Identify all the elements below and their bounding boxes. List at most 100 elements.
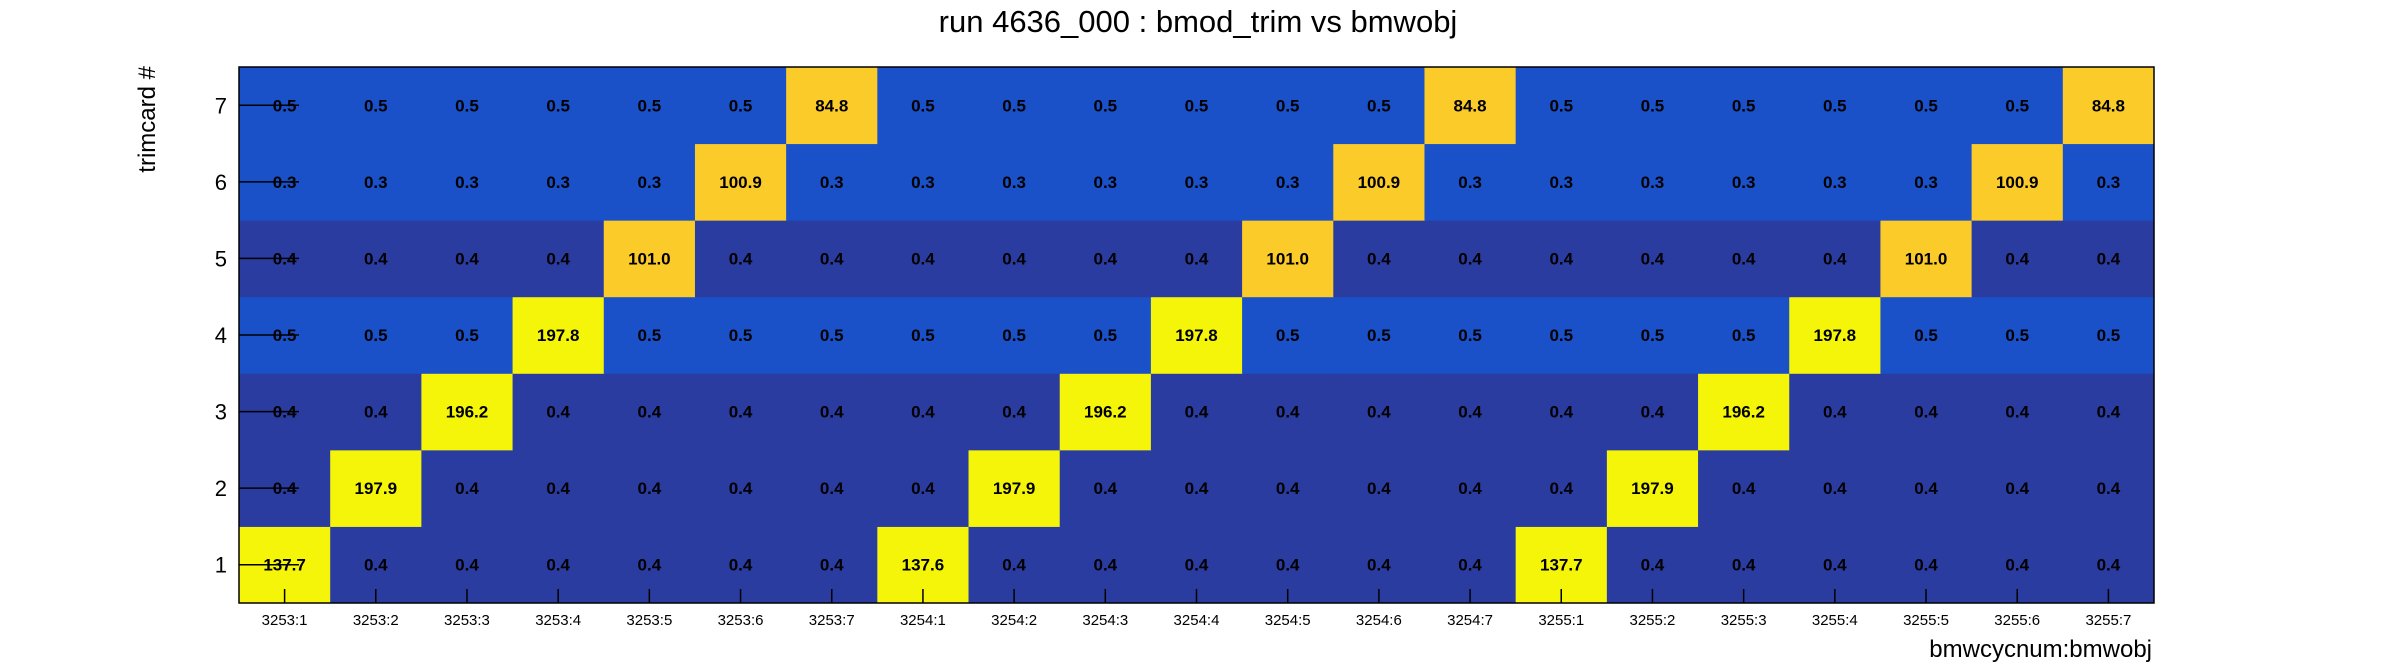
heatmap-cell xyxy=(1515,143,1608,221)
heatmap-cell xyxy=(968,296,1061,374)
cell-value-label: 0.4 xyxy=(2097,403,2121,422)
heatmap-cell xyxy=(2062,296,2155,374)
y-tick-label: 4 xyxy=(215,323,227,348)
cell-value-label: 0.4 xyxy=(1549,479,1573,498)
cell-value-label: 0.5 xyxy=(1549,326,1573,345)
cell-value-label: 0.4 xyxy=(1549,403,1573,422)
cell-value-label: 0.4 xyxy=(1093,556,1117,575)
cell-value-label: 0.4 xyxy=(2097,249,2121,268)
cell-value-label: 100.9 xyxy=(1358,173,1401,192)
heatmap-cell xyxy=(1971,143,2064,221)
heatmap-cell xyxy=(1880,296,1973,374)
cell-value-label: 0.5 xyxy=(1641,326,1665,345)
cell-value-label: 0.3 xyxy=(1914,173,1938,192)
heatmap-cell xyxy=(512,67,605,145)
x-tick-label: 3255:4 xyxy=(1812,612,1858,629)
cell-value-label: 0.5 xyxy=(1823,96,1847,115)
heatmap-cell xyxy=(330,449,422,527)
x-tick-label: 3255:7 xyxy=(2085,612,2131,629)
heatmap-cell xyxy=(603,67,696,145)
heatmap-cell xyxy=(694,67,787,145)
cell-value-label: 0.5 xyxy=(1458,326,1482,345)
heatmap-cell xyxy=(1880,67,1973,145)
heatmap-cell xyxy=(1698,373,1790,451)
heatmap-cell xyxy=(421,296,514,374)
heatmap-cell xyxy=(330,220,422,298)
cell-value-label: 0.4 xyxy=(1002,249,1026,268)
heatmap-cell xyxy=(968,373,1061,451)
heatmap-cell xyxy=(1242,296,1334,374)
x-tick-label: 3254:1 xyxy=(900,612,946,629)
heatmap-cell xyxy=(1150,449,1243,527)
cell-value-label: 0.4 xyxy=(1367,556,1391,575)
heatmap-cell xyxy=(1698,449,1790,527)
cell-value-label: 0.4 xyxy=(1093,249,1117,268)
heatmap-cell xyxy=(1971,373,2064,451)
heatmap-cell xyxy=(1150,296,1243,374)
cell-value-label: 0.5 xyxy=(1367,326,1391,345)
cell-value-label: 0.3 xyxy=(546,173,570,192)
cell-value-label: 0.4 xyxy=(1367,403,1391,422)
cell-value-label: 0.4 xyxy=(1823,249,1847,268)
heatmap-cell xyxy=(1698,143,1790,221)
heatmap-cell xyxy=(1242,67,1334,145)
cell-value-label: 0.4 xyxy=(820,479,844,498)
heatmap-cell xyxy=(512,449,605,527)
cell-value-label: 84.8 xyxy=(2092,96,2125,115)
heatmap-cell xyxy=(330,373,422,451)
heatmap-cell xyxy=(1515,373,1608,451)
cell-value-label: 197.9 xyxy=(355,479,398,498)
heatmap-cell xyxy=(1971,67,2064,145)
heatmap-cell xyxy=(1789,449,1881,527)
cell-value-label: 0.4 xyxy=(1549,249,1573,268)
cell-value-label: 0.4 xyxy=(1185,556,1209,575)
cell-value-label: 0.5 xyxy=(1914,96,1938,115)
heatmap-cell xyxy=(1698,67,1790,145)
y-tick-label: 3 xyxy=(215,400,227,425)
cell-value-label: 0.4 xyxy=(364,249,388,268)
cell-value-label: 0.5 xyxy=(1002,96,1026,115)
heatmap-cell xyxy=(330,143,422,221)
cell-value-label: 0.4 xyxy=(638,556,662,575)
cell-value-label: 196.2 xyxy=(1084,403,1127,422)
heatmap-cell xyxy=(2062,373,2155,451)
heatmap-cell xyxy=(1150,220,1243,298)
cell-value-label: 0.3 xyxy=(1093,173,1117,192)
cell-value-label: 0.4 xyxy=(911,249,935,268)
cell-value-label: 0.5 xyxy=(455,326,479,345)
heatmap-cell xyxy=(2062,143,2155,221)
heatmap-cell xyxy=(1789,67,1881,145)
y-axis-label: trimcard # xyxy=(134,65,161,172)
heatmap-cell xyxy=(2062,220,2155,298)
cell-value-label: 0.4 xyxy=(820,249,844,268)
cell-value-label: 0.5 xyxy=(638,326,662,345)
x-tick-label: 3253:1 xyxy=(262,612,308,629)
heatmap-cell xyxy=(1059,373,1152,451)
heatmap-cell xyxy=(1242,449,1334,527)
heatmap-cell xyxy=(1880,373,1973,451)
cell-value-label: 0.4 xyxy=(364,403,388,422)
heatmap-cell xyxy=(1333,296,1425,374)
cell-value-label: 0.5 xyxy=(1185,96,1209,115)
cell-value-label: 197.8 xyxy=(537,326,580,345)
cell-value-label: 0.4 xyxy=(1458,249,1482,268)
heatmap-cell xyxy=(786,373,878,451)
cell-value-label: 0.4 xyxy=(455,249,479,268)
heatmap-cell xyxy=(2062,449,2155,527)
y-tick-label: 2 xyxy=(215,476,227,501)
cell-value-label: 84.8 xyxy=(1454,96,1487,115)
y-tick-label: 6 xyxy=(215,170,227,195)
heatmap-cell xyxy=(1333,67,1425,145)
heatmap-cell xyxy=(1150,143,1243,221)
cell-value-label: 0.3 xyxy=(1458,173,1482,192)
cell-value-label: 0.3 xyxy=(1549,173,1573,192)
cell-value-label: 0.3 xyxy=(2097,173,2121,192)
cell-value-label: 0.4 xyxy=(1641,249,1665,268)
cell-value-label: 0.5 xyxy=(2005,326,2029,345)
heatmap-cell xyxy=(1880,449,1973,527)
cell-value-label: 100.9 xyxy=(719,173,762,192)
heatmap-cell xyxy=(1515,296,1608,374)
cell-value-label: 0.3 xyxy=(1732,173,1756,192)
cell-value-label: 0.5 xyxy=(1093,96,1117,115)
